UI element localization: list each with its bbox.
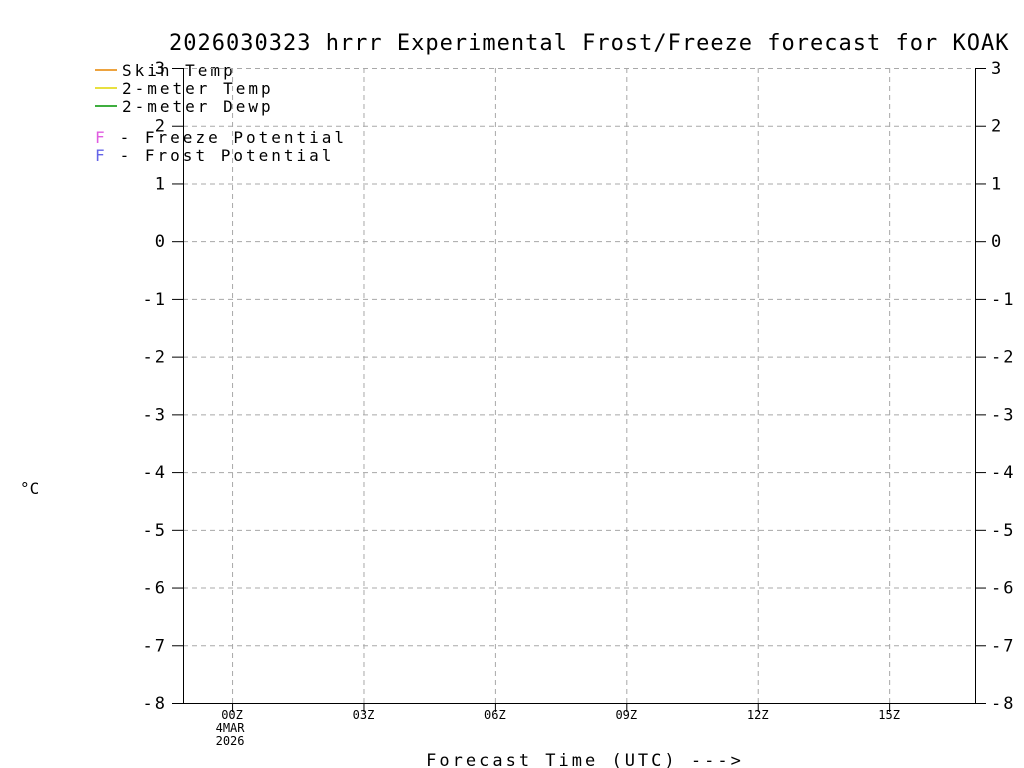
x-tick-label: 15Z — [878, 708, 900, 722]
skin-temp-line-swatch — [95, 69, 117, 71]
legend-item-label: - Frost Potential — [119, 145, 335, 165]
frost-potential-symbol: F — [95, 145, 108, 165]
y-tick-label-left: -3 — [143, 405, 167, 425]
y-tick-label-left: 2 — [155, 117, 167, 137]
legend-item-frost-potential: F - Frost Potential — [95, 145, 335, 165]
x-tick-label: 06Z — [484, 708, 506, 722]
y-tick-label-right: 2 — [991, 117, 1003, 137]
y-tick-label-right: -6 — [991, 579, 1015, 599]
y-tick-label-left: -6 — [143, 579, 167, 599]
legend-item-label: Skin Temp — [122, 60, 236, 80]
x-tick-date-label: 2026 — [216, 734, 245, 748]
gridlines — [183, 68, 975, 704]
y-tick-label-left: -8 — [143, 694, 167, 714]
y-tick-label-left: 1 — [155, 174, 167, 194]
2m-temp-line-swatch — [95, 87, 117, 89]
x-tick-label: 12Z — [747, 708, 769, 722]
x-tick-date-label: 4MAR — [216, 721, 246, 735]
legend-item-label: 2-meter Dewp — [122, 96, 274, 116]
y-axis-unit-label: °C — [20, 479, 39, 498]
legend-item-label: - Freeze Potential — [119, 127, 348, 147]
legend: Skin Temp 2-meter Temp 2-meter Dewp F - … — [95, 0, 515, 170]
y-tick-label-left: -7 — [143, 636, 167, 656]
y-tick-label-right: -5 — [991, 521, 1015, 541]
y-tick-label-right: -3 — [991, 405, 1015, 425]
axis-labels: 3 3 2 2 1 1 0 0 -1 -1 -2 -2 -3 -3 -4 -4 -5 -5 -6 -6 -7 -7 -8 -8… — [20, 59, 1015, 768]
y-tick-label-right: -1 — [991, 290, 1015, 310]
y-tick-label-left: 3 — [155, 59, 167, 79]
chart-title: 2026030323 hrrr Experimental Frost/Freez… — [169, 31, 1010, 56]
y-tick-label-right: -7 — [991, 636, 1015, 656]
legend-item-2m-temp: 2-meter Temp — [95, 78, 274, 98]
y-tick-label-right: 0 — [991, 232, 1003, 252]
legend-item-label: 2-meter Temp — [122, 78, 274, 98]
x-axis-title: Forecast Time (UTC) ---> — [426, 751, 744, 768]
legend-item-freeze-potential: F - Freeze Potential — [95, 127, 348, 147]
2m-dewp-line-swatch — [95, 105, 117, 107]
y-tick-label-left: 0 — [155, 232, 167, 252]
y-tick-label-left: -5 — [143, 521, 167, 541]
legend-item-2m-dewp: 2-meter Dewp — [95, 96, 274, 116]
y-tick-label-right: -4 — [991, 463, 1015, 483]
x-tick-label: 09Z — [615, 708, 637, 722]
y-tick-label-left: -1 — [143, 290, 167, 310]
x-tick-label: 03Z — [353, 708, 375, 722]
axis-ticks — [172, 68, 986, 712]
legend-item-skin-temp: Skin Temp — [95, 60, 236, 80]
y-tick-label-right: -8 — [991, 694, 1015, 714]
y-tick-label-left: -4 — [143, 463, 167, 483]
y-tick-label-right: -2 — [991, 348, 1015, 368]
y-tick-label-right: 3 — [991, 59, 1003, 79]
freeze-potential-symbol: F — [95, 127, 108, 147]
plot-frame — [183, 68, 976, 704]
x-tick-label: 00Z — [221, 708, 243, 722]
y-tick-label-left: -2 — [143, 348, 167, 368]
y-tick-label-right: 1 — [991, 174, 1003, 194]
